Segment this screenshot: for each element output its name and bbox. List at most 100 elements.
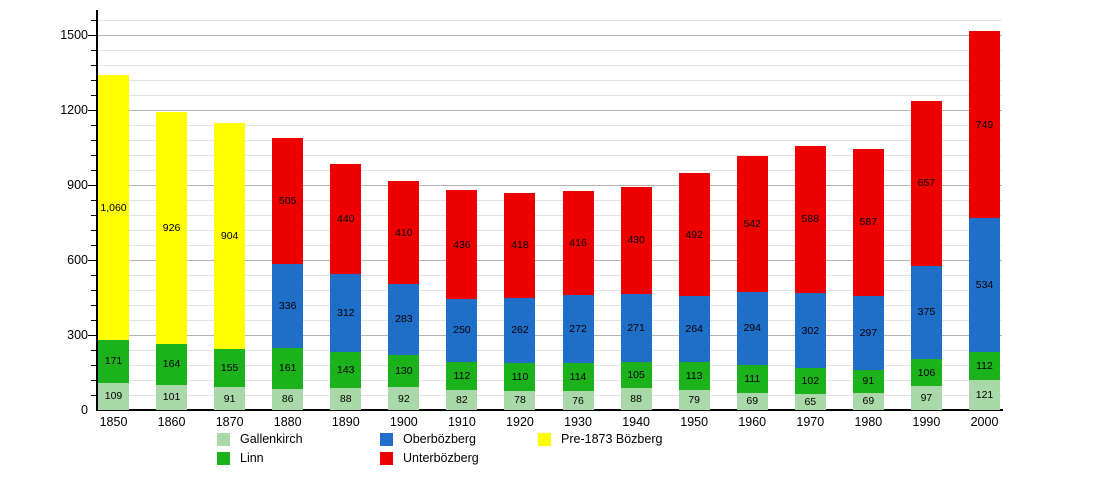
bar-segment: 106	[910, 359, 942, 386]
bar-segment: 69	[736, 392, 768, 410]
bar-value-label: 492	[685, 228, 703, 241]
bar-value-label: 161	[278, 362, 297, 375]
legend-label: Unterbözberg	[403, 451, 479, 465]
bar-segment: 88	[620, 388, 652, 410]
y-tick-label: 300	[67, 328, 88, 342]
bar-segment: 250	[446, 299, 478, 362]
grid-line-minor	[97, 80, 1002, 81]
x-tick-label: 1990	[912, 415, 941, 429]
bar-value-label: 69	[862, 395, 875, 408]
bar-value-label: 283	[395, 313, 413, 326]
y-axis-tick	[91, 245, 97, 246]
bar-value-label: 110	[511, 370, 529, 383]
bar-segment: 416	[562, 190, 594, 295]
bar-segment: 88	[330, 388, 362, 410]
bar-value-label: 88	[339, 393, 352, 405]
bar-segment: 587	[852, 149, 884, 296]
grid-line-minor	[97, 200, 1002, 201]
y-axis-tick	[88, 110, 97, 111]
y-axis-tick	[91, 215, 97, 216]
bar-segment: 272	[562, 294, 594, 363]
bar-segment: 76	[562, 391, 594, 410]
legend-swatch	[380, 433, 393, 446]
bar-value-label: 101	[162, 391, 181, 404]
bar-segment: 86	[272, 388, 304, 410]
y-axis-line	[96, 10, 98, 411]
bar-segment: 336	[272, 264, 304, 349]
bar-segment: 534	[969, 218, 1000, 352]
y-axis-tick	[91, 140, 97, 141]
y-axis-tick	[91, 50, 97, 51]
bar-segment: 97	[910, 385, 942, 410]
bar-value-label: 109	[104, 390, 123, 403]
bar-segment: 264	[678, 296, 710, 362]
x-tick-label: 2000	[970, 415, 999, 429]
y-axis-tick	[91, 365, 97, 366]
bar-segment: 505	[272, 138, 304, 265]
x-tick-label: 1910	[447, 415, 476, 429]
y-axis-tick	[91, 290, 97, 291]
y-tick-label: 0	[81, 403, 88, 417]
bar-segment: 430	[620, 186, 652, 294]
bar-segment: 302	[794, 292, 826, 369]
bar-segment: 79	[678, 390, 710, 410]
bar-value-label: 112	[976, 359, 993, 372]
bar-segment: 91	[214, 387, 246, 410]
bar-segment: 418	[504, 193, 536, 298]
bar-segment: 102	[794, 368, 826, 394]
bar-segment: 65	[794, 393, 826, 410]
grid-line-major	[97, 35, 1002, 36]
grid-line-minor	[97, 20, 1002, 21]
bar-value-label: 76	[572, 394, 584, 407]
bar-segment: 283	[388, 283, 420, 355]
grid-line-minor	[97, 320, 1002, 321]
bar-segment: 130	[388, 354, 420, 387]
bar-value-label: 264	[685, 323, 703, 335]
y-axis-tick	[91, 305, 97, 306]
legend-label: Linn	[240, 451, 264, 465]
bar-value-label: 418	[511, 239, 529, 252]
y-axis-tick	[88, 185, 97, 186]
y-axis-tick	[91, 95, 97, 96]
grid-line-minor	[97, 95, 1002, 96]
bar-value-label: 505	[278, 195, 297, 208]
legend-swatch	[217, 452, 230, 465]
bar-value-label: 113	[685, 370, 703, 383]
bar-segment: 440	[330, 164, 362, 275]
x-tick-label: 1890	[331, 415, 360, 429]
y-axis-tick	[88, 35, 97, 36]
bar-value-label: 92	[397, 392, 410, 405]
y-axis-tick	[91, 65, 97, 66]
grid-line-major	[97, 110, 1002, 111]
y-axis-tick	[91, 275, 97, 276]
bar-segment: 588	[794, 145, 826, 293]
bar-value-label: 1,060	[100, 201, 127, 214]
bar-value-label: 155	[220, 361, 239, 374]
y-axis-tick	[91, 395, 97, 396]
bar-segment: 105	[620, 361, 652, 388]
bar-segment: 121	[969, 379, 1000, 410]
bar-segment: 262	[504, 297, 536, 363]
legend-label: Gallenkirch	[240, 432, 303, 446]
y-axis-tick	[91, 155, 97, 156]
bar-value-label: 114	[569, 370, 587, 383]
bar-segment: 904	[214, 122, 246, 349]
bar-value-label: 121	[975, 388, 994, 401]
bar-segment: 297	[852, 295, 884, 370]
bar-value-label: 294	[743, 322, 761, 335]
grid-line-minor	[97, 395, 1002, 396]
bar-segment: 78	[504, 390, 536, 410]
bar-value-label: 82	[456, 393, 468, 406]
bar-value-label: 130	[395, 364, 413, 377]
bar-value-label: 904	[220, 229, 239, 242]
bar-value-label: 112	[453, 369, 471, 382]
bar-segment: 69	[852, 392, 884, 410]
bar-segment: 926	[156, 112, 188, 344]
bar-value-label: 416	[569, 236, 587, 249]
bar-value-label: 102	[801, 375, 820, 387]
grid-line-minor	[97, 245, 1002, 246]
bar-value-label: 542	[743, 217, 761, 230]
bar-value-label: 926	[162, 222, 181, 234]
grid-line-minor	[97, 230, 1002, 231]
grid-line-minor	[97, 350, 1002, 351]
